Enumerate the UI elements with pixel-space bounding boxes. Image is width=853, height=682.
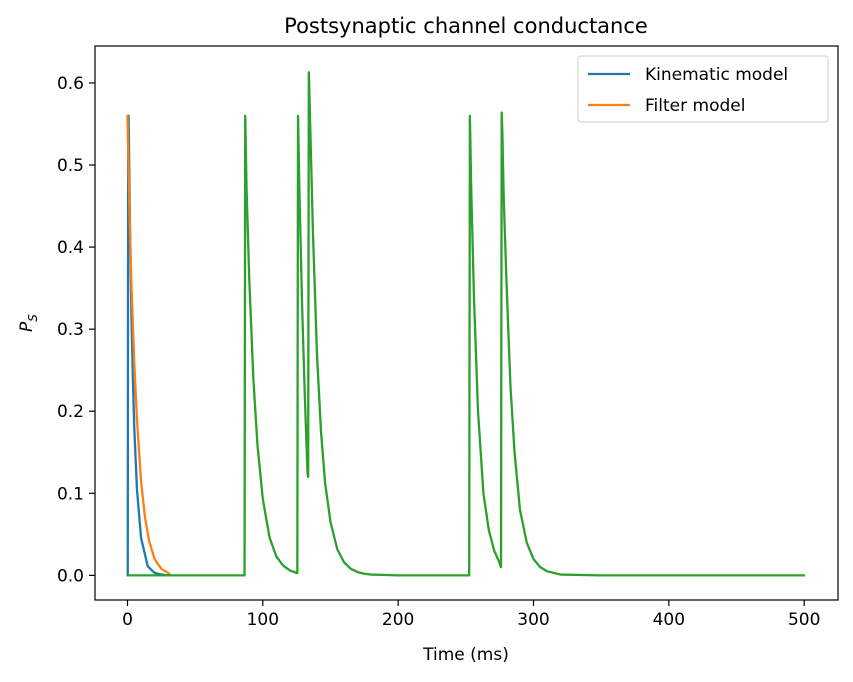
x-tick-label: 100 [247, 610, 279, 630]
chart-title: Postsynaptic channel conductance [284, 14, 648, 38]
series-line-1 [126, 114, 171, 575]
axes-frame [94, 45, 839, 601]
legend-label: Filter model [645, 96, 745, 116]
y-tick-label: 0.4 [57, 238, 84, 258]
legend: Kinematic model Filter model [577, 55, 829, 123]
x-axis-label: Time (ms) [422, 645, 509, 665]
y-tick-label: 0.0 [57, 566, 84, 586]
x-tick-label: 500 [788, 610, 820, 630]
y-tick-label: 0.6 [57, 74, 84, 94]
x-tick-label: 200 [382, 610, 414, 630]
x-tick-label: 400 [653, 610, 685, 630]
legend-box [577, 55, 829, 123]
x-tick-label: 300 [517, 610, 549, 630]
y-tick-label: 0.1 [57, 484, 84, 504]
legend-label: Kinematic model [645, 65, 788, 85]
y-axis-label-main: P [17, 321, 37, 332]
y-tick-label: 0.3 [57, 320, 84, 340]
y-tick-label: 0.2 [57, 402, 84, 422]
y-axis-label-sub: S [26, 314, 40, 322]
y-axis-label: PS [17, 314, 40, 332]
series-line-2 [126, 71, 806, 577]
x-tick-label: 0 [122, 610, 133, 630]
y-tick-label: 0.5 [57, 156, 84, 176]
